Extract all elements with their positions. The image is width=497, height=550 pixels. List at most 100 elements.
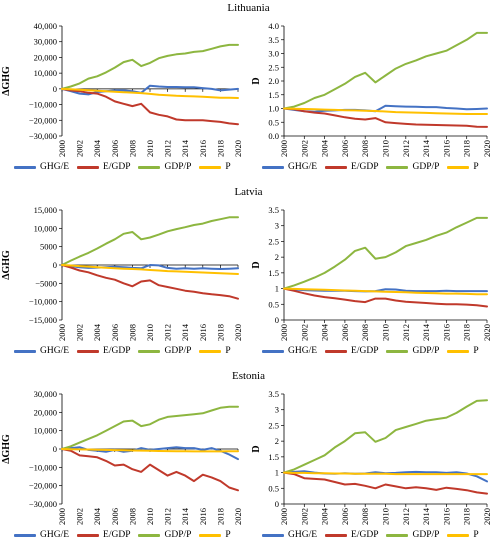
x-tick-label: 2010 xyxy=(381,140,391,157)
chart-lithuania-d: D 0.0 0.5 1.0 1.5 2.0 2.5 3.0 3.5 4.0 2000 2002 2004… xyxy=(251,21,492,157)
legend-label: GHG/E xyxy=(40,162,70,172)
legend-estonia-delta: GHG/E E/GDP GDP/P P xyxy=(14,530,231,540)
y-tick-label: 10,000 xyxy=(34,68,57,78)
legend-swatch xyxy=(138,533,161,537)
legend-label: E/GDP xyxy=(351,346,379,356)
y-tick-label: 1.5 xyxy=(268,452,279,462)
x-tick-label: 2006 xyxy=(110,508,120,525)
x-tick-label: 2008 xyxy=(360,508,370,525)
y-tick-label: −20,000 xyxy=(29,115,57,125)
legend-label: P xyxy=(225,346,231,356)
x-tick-label: 2002 xyxy=(75,140,85,157)
series-line-p xyxy=(61,87,239,99)
legend-label: E/GDP xyxy=(351,162,379,172)
y-tick-label: −30,000 xyxy=(29,131,57,141)
y-tick-label: −10,000 xyxy=(29,462,57,472)
y-tick-label: −5000 xyxy=(35,278,57,288)
x-tick-label: 2008 xyxy=(127,324,137,341)
legend-swatch xyxy=(447,349,470,353)
x-tick-label: 2006 xyxy=(340,508,350,525)
legend-label: GHG/E xyxy=(288,530,318,540)
y-tick-label: 1.5 xyxy=(268,268,279,278)
series-line-e-gdp xyxy=(283,471,488,495)
x-tick-label: 2010 xyxy=(145,324,155,341)
legend-label: P xyxy=(473,346,479,356)
y-tick-label: −30,000 xyxy=(29,499,57,509)
y-tick-label: 0.5 xyxy=(268,117,279,127)
x-tick-label: 2008 xyxy=(360,324,370,341)
x-tick-label: 2006 xyxy=(110,324,120,341)
x-tick-label: 2010 xyxy=(381,324,391,341)
legend-swatch xyxy=(325,165,348,169)
legend-swatch xyxy=(138,349,161,353)
legend-item-ghg-e: GHG/E xyxy=(14,162,69,172)
x-tick-label: 2010 xyxy=(145,508,155,525)
chart-latvia-delta-ghg: ΔGHG −15,000 −10,000 −5000 0 5000 10,000 15,000… xyxy=(1,205,243,341)
y-tick-label: 0.5 xyxy=(268,299,279,309)
x-tick-label: 2020 xyxy=(482,508,492,525)
legend-item-ghg-e: GHG/E xyxy=(14,530,69,540)
series-line-e-gdp xyxy=(61,87,239,126)
x-tick-label: 2002 xyxy=(299,508,309,525)
y-tick-label: 0.5 xyxy=(268,483,279,493)
y-tick-label: 0.0 xyxy=(268,131,279,141)
series-line-p xyxy=(283,471,488,476)
legend-swatch xyxy=(199,165,222,169)
x-tick-label: 2000 xyxy=(279,508,289,525)
legend-item-ghg-e: GHG/E xyxy=(262,530,317,540)
legend-item-e-gdp: E/GDP xyxy=(77,346,130,356)
legend-swatch xyxy=(199,533,222,537)
x-tick-label: 2016 xyxy=(198,508,208,525)
y-tick-label: 1.0 xyxy=(268,104,279,114)
y-tick-label: 3.0 xyxy=(268,49,279,59)
y-tick-label: 3.5 xyxy=(268,389,279,399)
legend-item-gdp-p: GDP/P xyxy=(138,162,191,172)
legend-label: E/GDP xyxy=(103,530,131,540)
y-tick-label: 3 xyxy=(275,405,279,415)
legend-item-ghg-e: GHG/E xyxy=(14,346,69,356)
legend-label: P xyxy=(473,162,479,172)
x-tick-label: 2018 xyxy=(462,324,472,341)
series-line-gdp-p xyxy=(61,216,239,266)
y-tick-label: −10,000 xyxy=(29,100,57,110)
series-line-ghg-e xyxy=(283,104,488,113)
legend-label: P xyxy=(473,530,479,540)
x-tick-label: 2014 xyxy=(180,323,190,341)
legend-label: E/GDP xyxy=(103,162,131,172)
legend-swatch xyxy=(77,533,100,537)
y-tick-label: 0 xyxy=(275,499,279,509)
x-tick-label: 2016 xyxy=(441,140,451,157)
y-tick-label: 1 xyxy=(275,468,279,478)
legend-swatch xyxy=(262,349,284,353)
x-tick-label: 2000 xyxy=(57,324,67,341)
x-tick-label: 2014 xyxy=(421,323,431,341)
y-tick-label: 3.5 xyxy=(268,35,279,45)
series-line-gdp-p xyxy=(61,405,239,450)
legend-label: GHG/E xyxy=(288,346,318,356)
legend-swatch xyxy=(386,349,409,353)
x-tick-label: 2012 xyxy=(163,324,173,341)
chart-latvia-d: D 0 0.5 1 1.5 2 2.5 3 3.5 2000 2002 2004 2006 2008 201… xyxy=(251,205,492,341)
legend-label: E/GDP xyxy=(103,346,131,356)
x-tick-label: 2020 xyxy=(482,324,492,341)
y-tick-label: 0 xyxy=(275,315,279,325)
x-tick-label: 2020 xyxy=(482,140,492,157)
series-line-e-gdp xyxy=(283,107,488,128)
legend-item-ghg-e: GHG/E xyxy=(262,346,317,356)
legend-label: E/GDP xyxy=(351,530,379,540)
legend-swatch xyxy=(386,533,409,537)
x-tick-label: 2010 xyxy=(381,508,391,525)
x-tick-label: 2000 xyxy=(57,140,67,157)
chart-lithuania-delta-ghg: ΔGHG −30,000 −20,000 −10,000 0 10,000 20,000 30… xyxy=(1,21,243,157)
legend-label: GDP/P xyxy=(164,162,192,172)
legend-swatch xyxy=(199,349,222,353)
title-estonia: Estonia xyxy=(232,370,265,382)
x-tick-label: 2016 xyxy=(198,324,208,341)
x-tick-label: 2016 xyxy=(198,140,208,157)
legend-item-e-gdp: E/GDP xyxy=(77,530,130,540)
y-tick-label: 10,000 xyxy=(34,223,57,233)
x-tick-label: 2018 xyxy=(215,324,225,341)
series-line-p xyxy=(61,264,239,275)
legend-item-p: P xyxy=(447,162,479,172)
series-line-e-gdp xyxy=(283,287,488,308)
